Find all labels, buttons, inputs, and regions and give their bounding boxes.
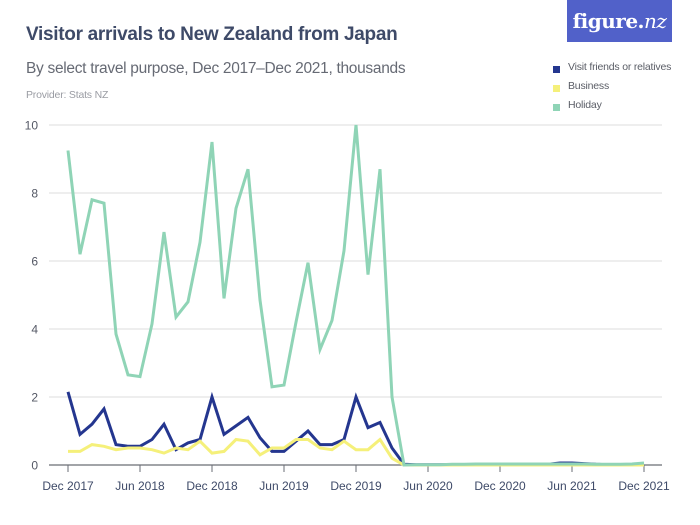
series-line-visit-friends-or-relatives xyxy=(66,391,645,467)
y-tick-label: 0 xyxy=(31,459,38,473)
x-tick-label: Jun 2021 xyxy=(547,479,597,493)
x-tick-label: Dec 2017 xyxy=(42,479,94,493)
x-tick-label: Jun 2020 xyxy=(403,479,453,493)
chart-subtitle: By select travel purpose, Dec 2017–Dec 2… xyxy=(26,60,406,77)
series-line-holiday xyxy=(66,124,645,467)
x-tick-label: Dec 2020 xyxy=(474,479,526,493)
legend-swatch-vfr xyxy=(553,65,560,73)
legend-label: Visit friends or relatives xyxy=(568,60,672,73)
y-tick-label: 10 xyxy=(25,119,39,133)
series-lines xyxy=(66,124,645,467)
x-tick-label: Dec 2018 xyxy=(186,479,238,493)
legend-label: Holiday xyxy=(568,98,602,111)
gridlines xyxy=(49,124,662,398)
x-tick-label: Dec 2019 xyxy=(330,479,382,493)
chart-legend: Visit friends or relatives Business Holi… xyxy=(553,57,671,114)
x-tick-label: Jun 2018 xyxy=(115,479,165,493)
y-tick-label: 4 xyxy=(31,323,38,337)
logo-text: figure. xyxy=(572,9,645,33)
x-tick-label: Jun 2019 xyxy=(259,479,309,493)
legend-item-vfr: Visit friends or relatives xyxy=(553,57,671,76)
x-axis: Dec 2017 Jun 2018 Dec 2018 Jun 2019 Dec 2019… xyxy=(42,464,670,493)
data-provider: Provider: Stats NZ xyxy=(26,89,109,101)
legend-label: Business xyxy=(568,79,610,92)
chart-title: Visitor arrivals to New Zealand from Jap… xyxy=(26,24,398,45)
x-tick-label: Dec 2021 xyxy=(618,479,670,493)
legend-swatch-business xyxy=(553,84,560,92)
figure-nz-logo[interactable]: figure. nz xyxy=(567,0,672,42)
series-line-business xyxy=(68,437,644,467)
legend-swatch-holiday xyxy=(553,103,560,111)
y-axis: 0 2 4 6 8 10 xyxy=(25,119,39,473)
legend-item-business: Business xyxy=(553,76,671,95)
legend-item-holiday: Holiday xyxy=(553,95,671,114)
y-tick-label: 6 xyxy=(31,255,38,269)
logo-text-nz: nz xyxy=(644,9,667,33)
y-tick-label: 8 xyxy=(31,187,38,201)
y-tick-label: 2 xyxy=(31,391,38,405)
